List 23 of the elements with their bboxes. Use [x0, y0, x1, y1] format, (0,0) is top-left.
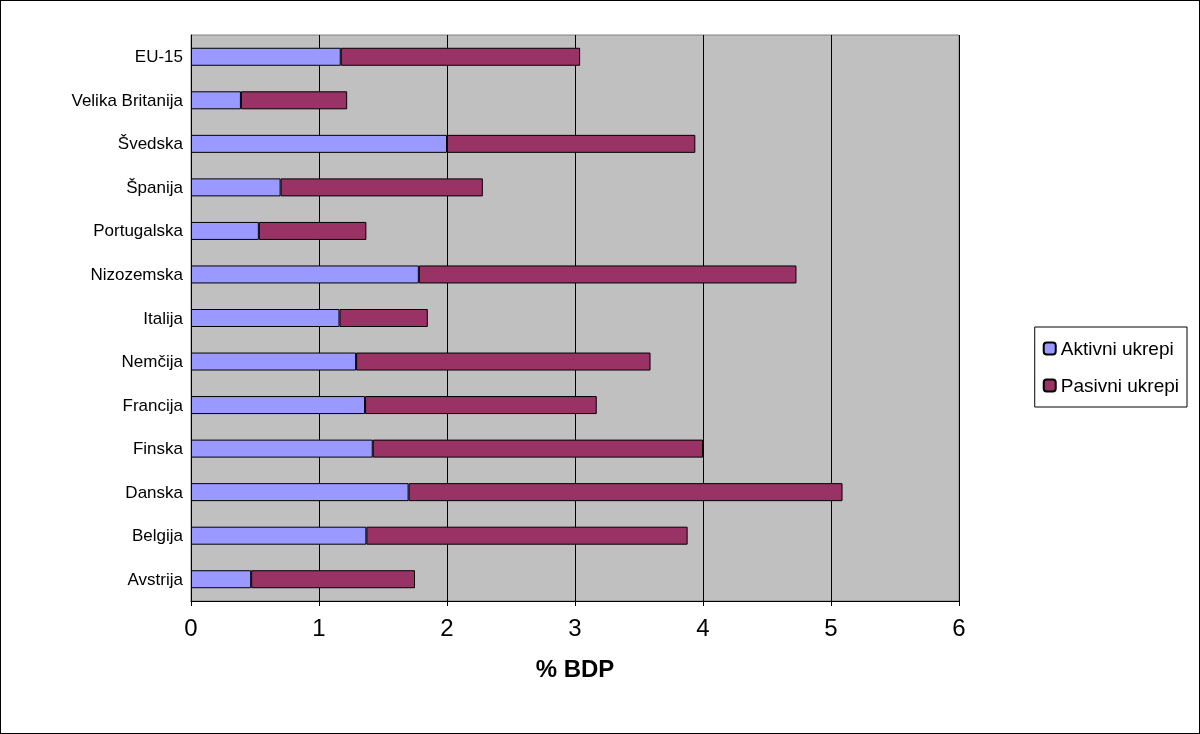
- y-tick-label: Danska: [125, 482, 184, 502]
- y-tick-label: Italija: [143, 308, 184, 328]
- x-tick-label: 0: [184, 613, 198, 641]
- y-tick-label: Velika Britanija: [71, 90, 184, 110]
- y-tick-label: Nemčija: [121, 352, 184, 372]
- y-tick-label: Nizozemska: [90, 264, 184, 284]
- y-tick-label: Avstrija: [127, 569, 184, 589]
- x-tick-label: 3: [568, 613, 582, 641]
- y-tick-label: Francija: [122, 395, 184, 415]
- y-tick-label: Španija: [126, 177, 184, 197]
- x-tick-label: 5: [824, 613, 838, 641]
- y-tick-label: Švedska: [117, 134, 184, 154]
- x-tick-label: 1: [312, 613, 326, 641]
- legend-label: Aktivni ukrepi: [1060, 338, 1174, 359]
- x-tick-label: 4: [696, 613, 710, 641]
- y-tick-label: Belgija: [131, 526, 184, 546]
- x-tick-label: 2: [440, 613, 454, 641]
- x-axis-title: % BDP: [535, 654, 615, 682]
- y-tick-label: Portugalska: [93, 221, 184, 241]
- y-tick-label: Finska: [132, 439, 184, 459]
- x-tick-label: 6: [952, 613, 966, 641]
- legend-label: Pasivni ukrepi: [1060, 375, 1179, 396]
- y-tick-label: EU-15: [134, 47, 183, 67]
